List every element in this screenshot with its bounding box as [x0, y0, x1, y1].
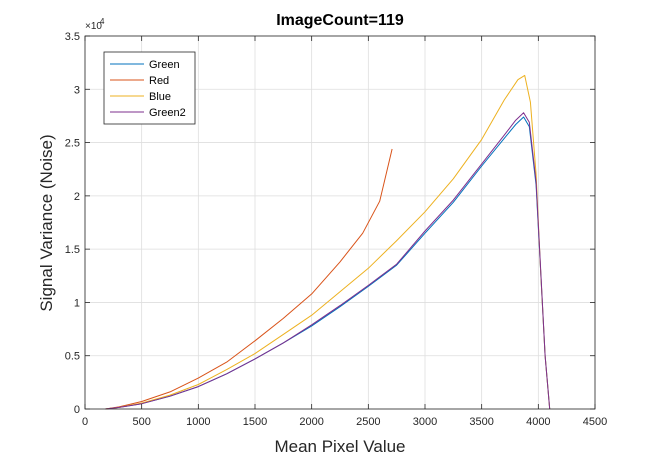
legend-entry: Green2 — [149, 107, 186, 119]
legend-entry: Blue — [149, 91, 171, 103]
y-axis-label: Signal Variance (Noise) — [37, 134, 56, 311]
x-tick-label: 3500 — [469, 416, 493, 428]
x-axis-label: Mean Pixel Value — [274, 437, 405, 456]
y-exponent-base: ×10 — [85, 21, 102, 32]
y-tick-label: 1.5 — [65, 244, 80, 256]
series-line-blue — [105, 74, 551, 410]
series-line-green2 — [105, 112, 551, 410]
y-tick-label: 1 — [74, 297, 80, 309]
x-tick-label: 3000 — [413, 416, 437, 428]
legend: Green Red Blue Green2 — [103, 51, 196, 125]
x-tick-label: 2000 — [299, 416, 323, 428]
x-tick-label: 500 — [132, 416, 150, 428]
chart-title: ImageCount=119 — [276, 12, 404, 29]
y-tick-label: 0.5 — [65, 351, 80, 363]
x-tick-label: 1000 — [186, 416, 210, 428]
plot-area-border — [84, 35, 596, 410]
legend-entry: Red — [149, 75, 169, 87]
y-tick-label: 3 — [74, 84, 80, 96]
y-tick-label: 0 — [74, 404, 80, 416]
series-line-red — [105, 148, 393, 410]
series-lines — [105, 74, 551, 410]
y-tick-label: 2 — [74, 191, 80, 203]
x-tick-label: 4000 — [526, 416, 550, 428]
x-tick-label: 1500 — [243, 416, 267, 428]
x-tick-label: 4500 — [583, 416, 607, 428]
legend-entry: Green — [149, 59, 180, 71]
y-axis-exponent: ×10 4 — [85, 17, 105, 32]
y-tick-label: 2.5 — [65, 138, 80, 150]
axis-ticks: 0 500 1000 1500 2000 2500 3000 3500 4000 4500 0 0.5… — [65, 31, 608, 428]
y-exponent-power: 4 — [100, 17, 105, 26]
x-tick-label: 2500 — [356, 416, 380, 428]
x-tick-label: 0 — [82, 416, 88, 428]
y-tick-label: 3.5 — [65, 31, 80, 43]
